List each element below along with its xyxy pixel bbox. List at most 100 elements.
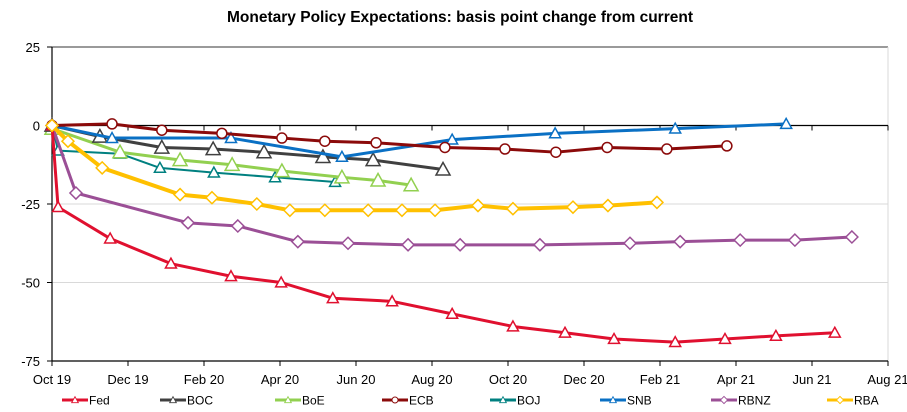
y-tick-label: -75: [21, 354, 40, 369]
x-tick-label: Oct 19: [33, 372, 71, 387]
y-tick-label: -25: [21, 197, 40, 212]
series-line-fed: [50, 125, 835, 344]
series-snb: [45, 116, 793, 163]
x-tick-label: Jun 20: [336, 372, 375, 387]
x-tick-label: Jun 21: [792, 372, 831, 387]
legend-label: Fed: [89, 394, 110, 408]
chart-title: Monetary Policy Expectations: basis poin…: [227, 9, 693, 26]
x-tick-label: Aug 21: [867, 372, 907, 387]
data-point-boc: [434, 160, 452, 176]
legend-label: ECB: [409, 394, 434, 408]
data-point-ecb: [276, 132, 288, 144]
data-point-rba: [565, 200, 581, 215]
data-point-fed: [385, 294, 399, 307]
y-tick-label: 25: [26, 40, 40, 55]
data-point-rbnz: [340, 236, 356, 251]
series-rbnz: [44, 118, 859, 252]
gridlines: [52, 46, 889, 362]
data-point-ecb: [370, 137, 382, 149]
series-line-snb: [51, 122, 787, 159]
data-point-snb: [445, 132, 459, 145]
data-point-fed: [274, 275, 288, 288]
data-point-rba: [427, 203, 443, 218]
data-point-rba: [60, 134, 76, 149]
legend-item-boc: BOC: [160, 394, 213, 408]
legend-marker: [498, 395, 508, 404]
legend-item-ecb: ECB: [382, 394, 434, 408]
data-point-fed: [668, 335, 682, 348]
data-point-rbnz: [622, 236, 638, 251]
data-point-boj: [207, 165, 221, 178]
data-point-snb: [105, 131, 119, 144]
legend-label: SNB: [627, 394, 652, 408]
data-point-boe: [223, 156, 241, 172]
data-point-rba: [95, 160, 110, 175]
data-point-boe: [111, 143, 129, 159]
x-tick-label: Feb 21: [640, 372, 680, 387]
x-tick-label: Aug 20: [411, 372, 452, 387]
data-point-rba: [649, 195, 665, 210]
series-rba: [44, 118, 665, 218]
data-point-ecb: [216, 127, 228, 140]
x-tick-label: Oct 20: [489, 372, 527, 387]
data-point-rbnz: [673, 234, 688, 249]
data-point-fed: [828, 325, 842, 338]
data-point-boe: [333, 168, 351, 184]
data-point-rbnz: [453, 237, 468, 252]
data-point-rba: [282, 203, 297, 218]
data-point-fed: [51, 200, 65, 213]
data-point-rbnz: [787, 233, 802, 248]
data-point-boe: [402, 176, 420, 192]
data-point-rba: [361, 203, 376, 218]
data-point-boe: [273, 162, 291, 178]
data-point-fed: [103, 231, 117, 244]
data-point-rba: [317, 203, 332, 218]
series-boe: [43, 120, 420, 192]
legend-item-rbnz: RBNZ: [711, 394, 771, 408]
data-point-rba: [44, 118, 60, 133]
data-point-snb: [548, 126, 562, 139]
data-point-ecb: [721, 140, 733, 152]
series-boj: [45, 118, 342, 188]
legend-label: BoE: [302, 394, 325, 408]
legend-label: RBNZ: [738, 394, 771, 408]
data-point-rbnz: [733, 233, 748, 248]
data-point-rbnz: [400, 237, 416, 252]
data-point-snb: [224, 131, 238, 144]
x-tick-label: Feb 20: [184, 372, 224, 387]
data-point-rba: [394, 203, 410, 218]
data-point-fed: [769, 328, 783, 342]
data-point-boc: [153, 138, 171, 154]
legend-marker: [283, 395, 293, 404]
data-point-rbnz: [230, 218, 245, 234]
data-point-fed: [326, 291, 340, 304]
data-point-fed: [224, 269, 238, 282]
data-point-snb: [335, 149, 349, 163]
legend-marker: [391, 396, 399, 404]
data-point-ecb: [601, 141, 613, 154]
data-point-snb: [668, 121, 682, 134]
data-point-rba: [249, 196, 264, 212]
series-line-rbnz: [50, 124, 852, 247]
legend-marker: [608, 395, 618, 404]
data-point-rba: [505, 201, 521, 216]
data-point-rba: [600, 198, 616, 213]
data-point-rbnz: [844, 229, 859, 245]
series-line-rba: [50, 124, 658, 213]
data-point-rba: [172, 187, 188, 202]
data-point-rba: [204, 190, 220, 205]
data-point-rbnz: [68, 185, 84, 201]
data-point-rbnz: [290, 234, 305, 249]
data-point-boc: [255, 143, 273, 159]
data-point-fed: [558, 325, 572, 338]
data-point-ecb: [661, 143, 673, 155]
legend-marker: [835, 395, 845, 405]
data-point-ecb: [499, 143, 511, 155]
x-tick-label: Apr 20: [261, 372, 299, 387]
series-group: [43, 116, 859, 348]
legend-label: RBA: [854, 394, 879, 408]
y-tick-label: -50: [21, 276, 40, 291]
data-point-ecb: [550, 146, 562, 158]
data-point-fed: [506, 319, 520, 332]
data-point-fed: [164, 256, 178, 269]
